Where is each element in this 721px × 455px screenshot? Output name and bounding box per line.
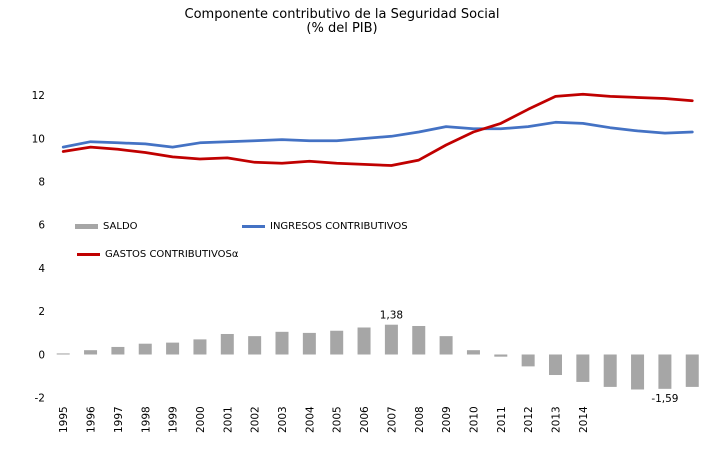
- legend-label-saldo: SALDO: [103, 220, 138, 232]
- legend-item-ingresos: INGRESOS CONTRIBUTIVOS: [242, 219, 408, 233]
- saldo-bar-2018: [685, 354, 699, 387]
- legend-label-gastos: GASTOS CONTRIBUTIVOSα: [105, 248, 239, 260]
- x-label-2011: 2011: [496, 406, 508, 433]
- x-label-2012: 2012: [523, 406, 535, 433]
- x-label-2006: 2006: [359, 406, 371, 433]
- y-tick-4: 4: [38, 263, 45, 275]
- y-tick-2: 2: [38, 306, 45, 318]
- saldo-bar-2009: [439, 336, 453, 355]
- chart-subtitle: (% del PIB): [306, 21, 378, 36]
- saldo-bar-2005: [330, 330, 344, 355]
- saldo-bar-1996: [84, 350, 98, 355]
- saldo-bar-2008: [412, 325, 426, 355]
- saldo-bar-2014: [576, 354, 590, 382]
- legend-item-gastos: GASTOS CONTRIBUTIVOSα: [77, 247, 239, 261]
- saldo-bar-1999: [166, 342, 180, 355]
- saldo-bar-2004: [302, 332, 316, 355]
- y-tick-0: 0: [38, 349, 45, 361]
- ingresos-line: [61, 120, 694, 149]
- saldo-bar-2011: [494, 354, 508, 357]
- saldo-bar-1997: [111, 346, 125, 355]
- saldo-bar-2003: [275, 331, 289, 355]
- x-label-2005: 2005: [332, 406, 344, 433]
- chart-title-block: Componente contributivo de la Seguridad …: [0, 8, 684, 36]
- y-tick-10: 10: [32, 133, 45, 145]
- gastos-line-swatch: [77, 252, 100, 256]
- annotation-min-saldo: -1,59: [651, 393, 678, 405]
- annotation-max-saldo: 1,38: [380, 310, 403, 322]
- y-tick--2: -2: [35, 393, 45, 405]
- x-label-2004: 2004: [304, 406, 316, 433]
- x-label-2000: 2000: [195, 406, 207, 433]
- saldo-bar-2010: [466, 350, 480, 355]
- x-label-2009: 2009: [441, 406, 453, 433]
- x-label-2003: 2003: [277, 406, 289, 433]
- y-tick-6: 6: [38, 220, 45, 232]
- legend-label-ingresos: INGRESOS CONTRIBUTIVOS: [270, 220, 408, 232]
- x-label-1996: 1996: [86, 406, 98, 433]
- x-label-2010: 2010: [468, 406, 480, 433]
- saldo-bar-2017: [658, 354, 672, 389]
- saldo-bar-1995: [56, 353, 70, 355]
- saldo-bar-swatch: [75, 223, 98, 229]
- x-label-1999: 1999: [168, 406, 180, 433]
- chart-title: Componente contributivo de la Seguridad …: [184, 7, 500, 22]
- saldo-bar-2015: [603, 354, 617, 387]
- saldo-bar-2000: [193, 339, 207, 355]
- y-tick-12: 12: [32, 90, 45, 102]
- x-label-1995: 1995: [58, 406, 70, 433]
- saldo-bar-1998: [138, 343, 152, 355]
- legend-item-saldo: SALDO: [75, 219, 138, 233]
- saldo-bar-2007: [384, 324, 398, 355]
- x-label-2001: 2001: [222, 406, 234, 433]
- x-label-2008: 2008: [414, 406, 426, 433]
- x-label-1997: 1997: [113, 406, 125, 433]
- y-tick-8: 8: [38, 177, 45, 189]
- saldo-bar-2001: [220, 333, 234, 355]
- ingresos-line-swatch: [242, 224, 265, 228]
- x-label-2014: 2014: [578, 406, 590, 433]
- saldo-bar-2006: [357, 327, 371, 355]
- x-label-1998: 1998: [140, 406, 152, 433]
- saldo-bar-2002: [248, 336, 262, 355]
- gastos-line: [61, 92, 694, 167]
- saldo-bar-2012: [521, 354, 535, 367]
- x-label-2007: 2007: [386, 406, 398, 433]
- x-label-2013: 2013: [551, 406, 563, 433]
- x-label-2002: 2002: [250, 406, 262, 433]
- saldo-bar-2013: [549, 354, 562, 376]
- saldo-bar-2016: [631, 354, 645, 390]
